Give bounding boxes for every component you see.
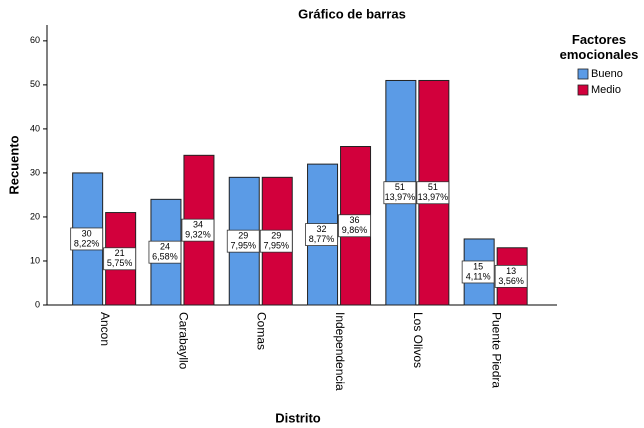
data-label-percent: 9,32% [185,230,211,240]
data-label: 30 [82,228,92,238]
y-tick-label: 60 [30,35,40,45]
data-label: 29 [271,231,281,241]
data-label-box [181,218,215,242]
legend-title: Factores emocionales [559,32,639,62]
data-label-box [70,227,104,251]
data-label: 34 [193,220,203,230]
data-label-percent: 13,97% [385,192,416,202]
x-tick-label: Independencia [333,312,347,391]
legend-label: Medio [591,84,621,96]
data-label-percent: 8,22% [74,238,100,248]
y-tick-label: 40 [30,123,40,133]
x-axis-label: Distrito [275,410,321,425]
data-label-percent: 8,77% [309,234,335,244]
data-label: 32 [317,224,327,234]
y-axis-label: Recuento [6,135,21,194]
data-label-box [461,260,495,284]
data-label-percent: 4,11% [466,271,491,281]
y-tick-label: 50 [30,79,40,89]
data-label-box [226,229,260,253]
x-tick-label: Carabayllo [176,312,190,370]
data-label: 13 [506,266,516,276]
data-label-box [338,214,371,238]
data-label-box [148,240,182,264]
data-label-percent: 3,56% [498,276,524,286]
data-label-percent: 7,95% [263,241,289,251]
y-tick-label: 10 [30,255,40,265]
data-label-box [416,181,450,205]
y-tick-label: 0 [35,299,40,309]
data-label: 21 [115,248,125,258]
x-tick-label: Ancon [98,312,112,346]
data-label: 24 [160,242,170,252]
legend-swatch [577,84,589,96]
data-label: 36 [350,215,360,225]
x-tick-label: Comas [255,312,269,350]
data-label-box [383,181,417,205]
x-tick-label: Los Olivos [411,312,425,368]
y-tick-label: 30 [30,167,40,177]
data-label: 51 [428,182,438,192]
data-label-box [103,247,137,271]
data-label-box [259,229,293,253]
data-label: 15 [473,261,483,271]
data-label-percent: 6,58% [152,252,178,262]
y-tick-label: 20 [30,211,40,221]
data-label-box [494,264,528,288]
legend-label: Bueno [591,68,623,80]
legend-swatch [577,68,589,80]
x-tick-label: Puente Piedra [489,312,503,388]
data-label-percent: 13,97% [418,192,449,202]
data-label-percent: 7,95% [230,241,256,251]
chart-title: Gráfico de barras [298,6,406,21]
data-label-percent: 9,86% [342,225,368,235]
data-label-percent: 5,75% [107,258,133,268]
data-label: 51 [395,182,405,192]
data-label: 29 [238,231,248,241]
data-label-box [305,223,338,246]
